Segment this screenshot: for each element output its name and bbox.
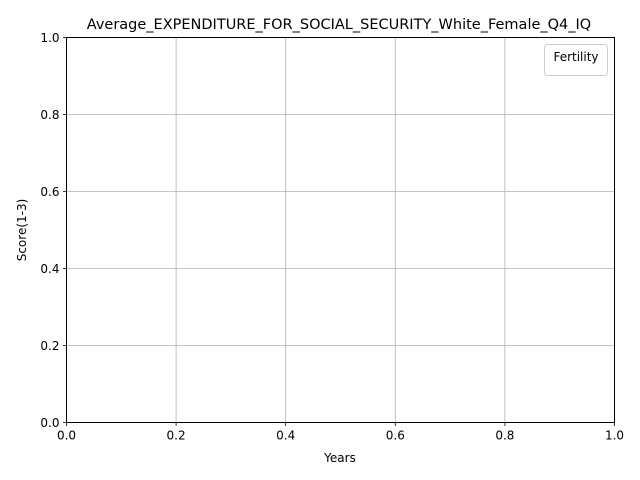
grid [66,37,615,423]
y-tick-label: 0.6 [40,185,59,199]
y-tick-label: 0.2 [40,339,59,353]
x-axis-label: Years [323,451,356,465]
legend: Fertility [544,44,608,76]
legend-title: Fertility [553,50,598,64]
x-axis: 0.0 0.2 0.4 0.6 0.8 1.0 [57,422,624,443]
x-tick-label: 1.0 [605,429,624,443]
y-tick-label: 0.4 [40,262,59,276]
y-tick-label: 1.0 [40,31,59,45]
y-axis-label: Score(1-3) [15,199,29,262]
x-tick-label: 0.4 [276,429,295,443]
x-tick-label: 0.0 [57,429,76,443]
x-tick-label: 0.2 [167,429,186,443]
chart-title: Average_EXPENDITURE_FOR_SOCIAL_SECURITY_… [87,17,591,33]
x-tick-label: 0.6 [386,429,405,443]
y-tick-label: 0.0 [40,416,59,430]
plot-frame [66,37,615,423]
x-tick-label: 0.8 [495,429,514,443]
y-tick-label: 0.8 [40,108,59,122]
legend-box [544,44,608,76]
y-axis: 0.0 0.2 0.4 0.6 0.8 1.0 [40,31,67,430]
